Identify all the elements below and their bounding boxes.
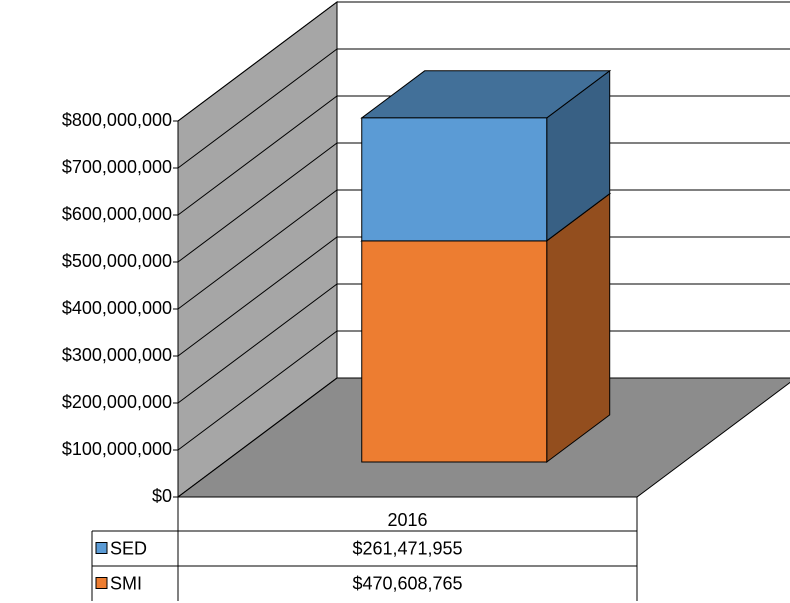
table-value: $261,471,955 (352, 538, 462, 558)
y-tick-label: $0 (152, 486, 172, 506)
y-tick-label: $200,000,000 (62, 392, 172, 412)
y-tick-label: $600,000,000 (62, 204, 172, 224)
table-header: 2016 (387, 510, 427, 530)
table-value: $470,608,765 (352, 573, 462, 593)
bar (361, 240, 548, 463)
y-tick-label: $500,000,000 (62, 251, 172, 271)
y-tick-label: $100,000,000 (62, 439, 172, 459)
y-tick-label: $800,000,000 (62, 110, 172, 130)
legend-label: SED (110, 538, 147, 558)
bar (361, 117, 548, 242)
legend-label: SMI (110, 573, 142, 593)
y-tick-label: $700,000,000 (62, 157, 172, 177)
legend-swatch (95, 542, 108, 554)
legend-swatch (95, 577, 108, 589)
y-tick-label: $400,000,000 (62, 298, 172, 318)
y-tick-label: $300,000,000 (62, 345, 172, 365)
